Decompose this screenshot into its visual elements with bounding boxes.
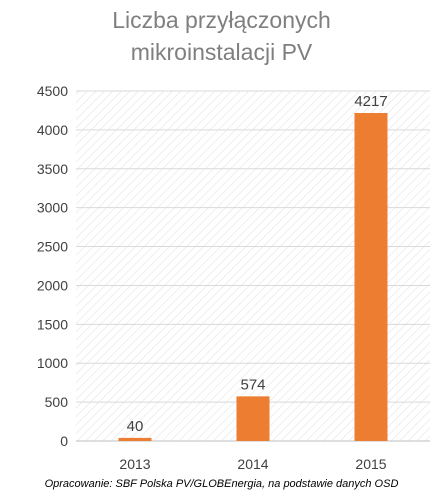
data-label-2015: 4217	[354, 93, 387, 110]
y-tick-label: 1000	[37, 355, 68, 371]
y-tick-label: 500	[45, 394, 69, 410]
y-tick-label: 0	[60, 433, 68, 449]
bar-2014	[236, 396, 270, 441]
y-axis-tick-labels: 0 500 1000 1500 2000 2500 3000 3500 4000 4500	[37, 83, 68, 449]
y-tick-label: 3500	[37, 161, 68, 177]
y-tick-label: 2000	[37, 277, 68, 293]
y-tick-label: 3000	[37, 200, 68, 216]
bar-2013	[118, 437, 152, 441]
y-tick-label: 1500	[37, 316, 68, 332]
data-labels: 40 574 4217	[127, 93, 388, 435]
data-label-2014: 574	[240, 376, 265, 393]
source-note: Opracowanie: SBF Polska PV/GLOBEnergia, …	[44, 478, 399, 490]
chart-title-line-1: Liczba przyłączonych	[112, 7, 331, 33]
x-axis-tick-labels: 2013 2014 2015	[119, 456, 386, 472]
y-tick-label: 4500	[37, 83, 68, 99]
data-label-2013: 40	[127, 418, 144, 435]
x-tick-label-2015: 2015	[355, 456, 386, 472]
bar-2015	[354, 113, 388, 441]
y-tick-label: 2500	[37, 239, 68, 255]
y-tick-label: 4000	[37, 122, 68, 138]
bars	[118, 113, 388, 441]
x-tick-label-2014: 2014	[237, 456, 268, 472]
x-tick-label-2013: 2013	[119, 456, 150, 472]
chart-title-line-2: mikroinstalacji PV	[130, 39, 313, 65]
